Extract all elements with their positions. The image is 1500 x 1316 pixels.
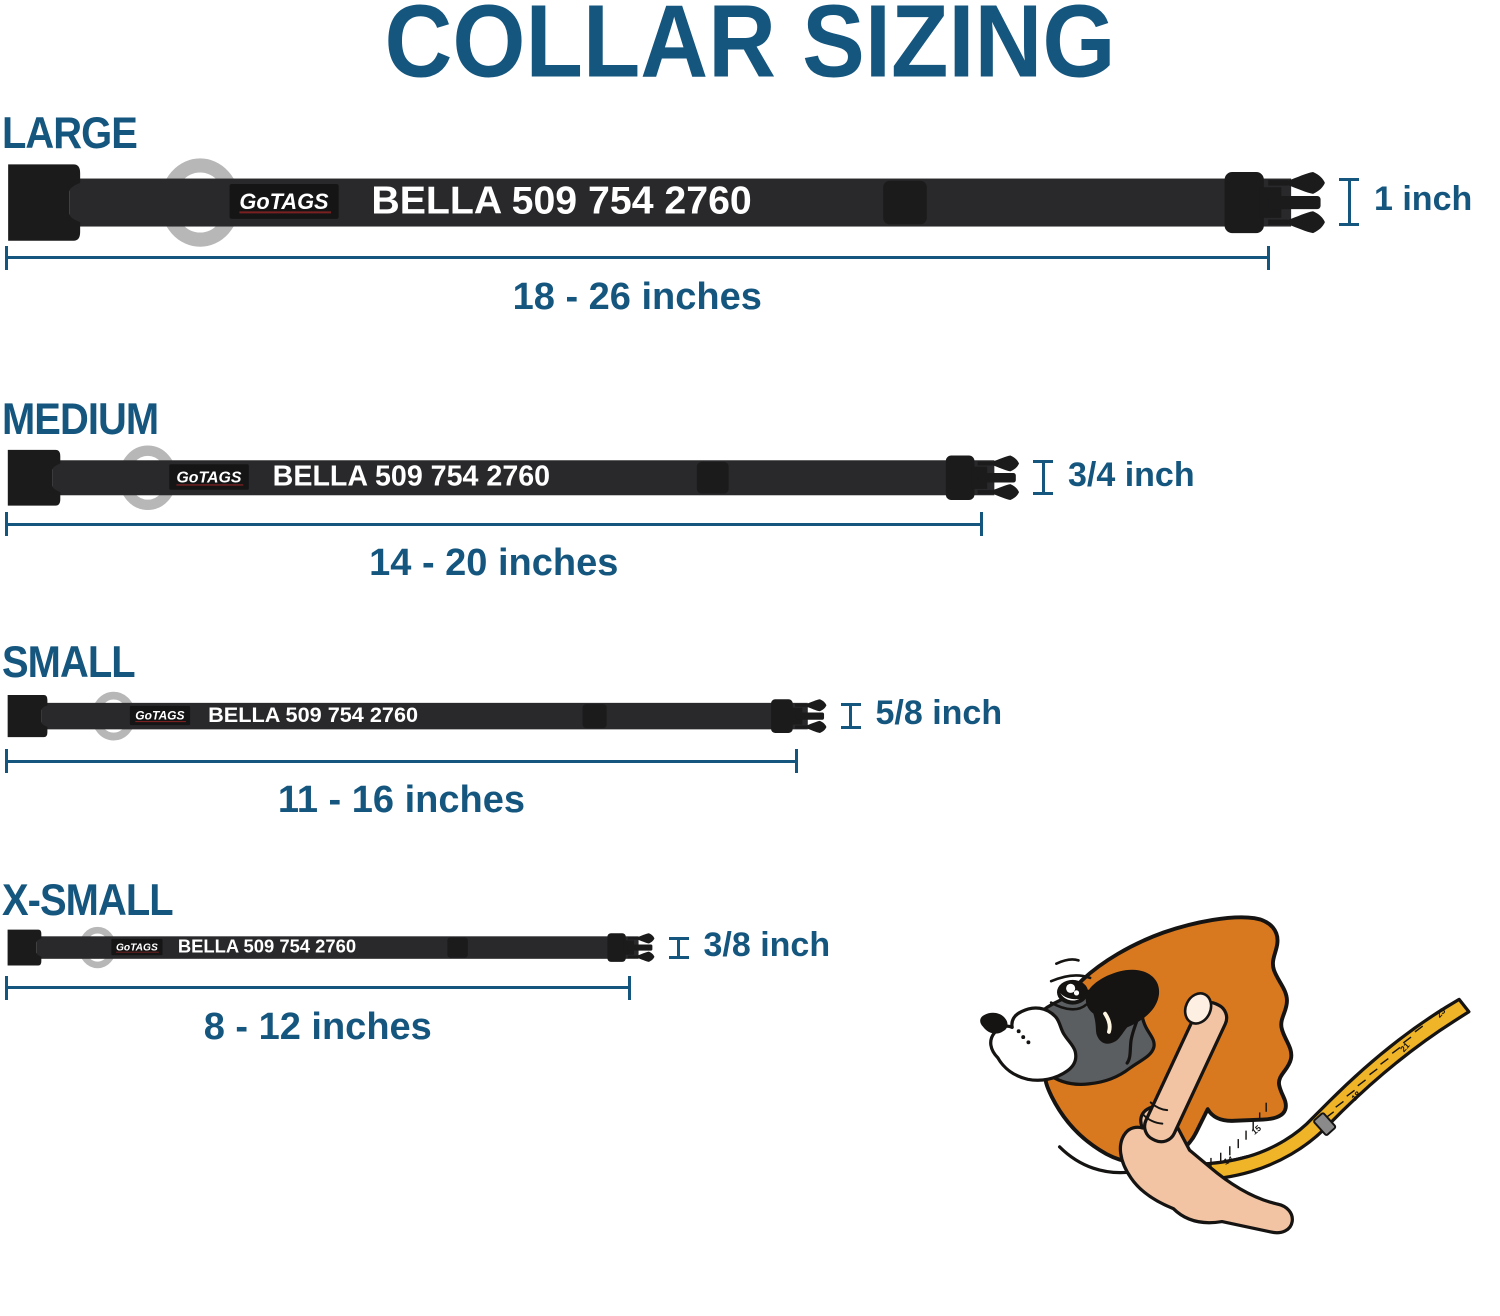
svg-text:GoTAGS: GoTAGS bbox=[176, 469, 241, 486]
svg-text:BELLA 509 754 2760: BELLA 509 754 2760 bbox=[273, 460, 550, 492]
svg-text:BELLA 509 754 2760: BELLA 509 754 2760 bbox=[371, 178, 751, 222]
svg-text:15: 15 bbox=[1249, 1123, 1263, 1137]
svg-text:BELLA 509 754 2760: BELLA 509 754 2760 bbox=[208, 702, 418, 727]
svg-text:BELLA 509 754 2760: BELLA 509 754 2760 bbox=[178, 936, 356, 957]
svg-text:GoTAGS: GoTAGS bbox=[239, 189, 329, 214]
svg-text:GoTAGS: GoTAGS bbox=[135, 708, 184, 722]
